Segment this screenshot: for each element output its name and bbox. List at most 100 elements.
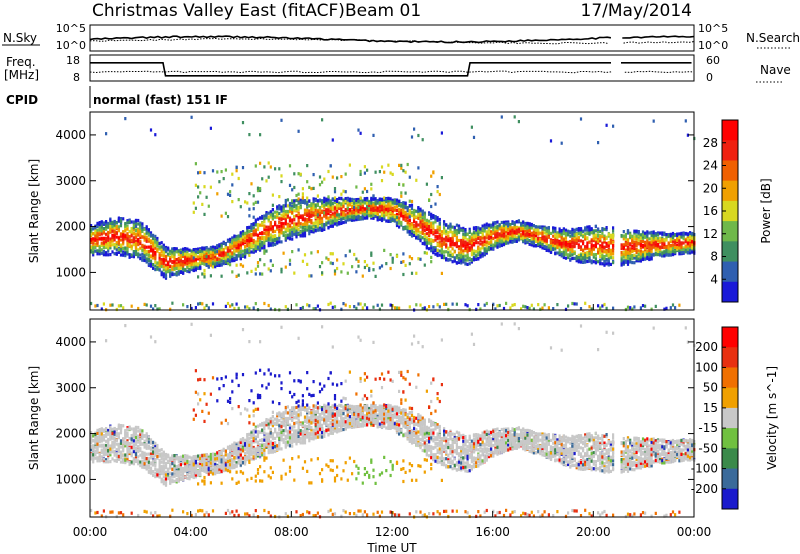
power-cell [186,265,189,270]
power-cell [567,248,570,252]
power-cell [594,233,597,237]
power-cell [556,242,559,246]
power-cell [152,243,155,247]
power-cell [490,237,493,241]
power-cell [226,258,230,262]
power-cell [505,301,508,305]
power-cell [256,217,260,221]
power-cell [224,260,227,264]
power-cell [158,255,161,259]
power-cell [389,171,392,175]
power-cell [284,204,287,208]
power-cell [102,236,105,240]
power-cell [244,231,247,236]
power-cell [149,247,153,252]
power-cell [308,214,311,218]
power-cell [389,266,392,271]
power-cell [408,305,411,309]
power-cell [579,239,583,243]
power-cell [239,238,242,242]
power-cell [323,203,326,207]
power-cell [98,223,101,227]
power-cell [346,199,349,203]
power-cell [485,243,488,247]
power-cell [211,302,215,306]
power-cell [278,221,281,225]
power-cell [423,212,426,216]
power-cell [102,250,105,254]
power-cell [143,232,146,236]
power-cell [370,208,373,212]
power-cell [149,128,153,132]
power-cell [111,303,114,307]
power-cell [348,218,351,222]
power-cell [222,258,225,262]
power-cell [201,256,204,260]
power-cell [209,248,212,252]
power-cell [224,254,227,258]
power-cell [462,252,465,256]
power-cell [487,223,491,227]
power-cell [145,303,148,307]
power-cell [126,232,129,236]
power-cell [271,225,274,229]
power-cell [380,165,384,169]
power-cell [299,198,302,202]
power-cell [455,241,458,246]
power-cell [366,306,369,310]
power-cell [402,203,405,207]
power-cell [90,246,93,250]
power-cell [363,213,366,217]
power-cell [128,218,131,222]
power-cell [601,241,604,245]
power-cell [333,305,337,309]
power-cell [94,304,97,308]
power-cell [237,198,240,202]
power-cell [295,303,298,307]
power-cell [351,198,354,202]
power-cell [209,259,212,263]
power-cell [239,246,242,250]
power-cell [389,202,392,206]
power-cell [265,216,268,220]
power-cell [254,249,257,253]
power-cell [586,250,589,255]
power-cell [201,247,204,251]
power-cell [368,214,371,218]
power-cell [500,225,503,229]
power-cell [199,249,202,253]
power-cell [584,301,587,305]
power-cell [421,230,424,235]
power-cell [132,240,135,244]
power-cell [430,260,433,264]
power-cell [340,210,343,214]
nave-tick-low: 0 [706,71,713,84]
power-cell [310,187,313,191]
power-cell [400,212,403,216]
power-cell [199,260,202,264]
power-cell [143,302,146,306]
power-cell [329,164,332,168]
power-cell [605,123,608,127]
power-cell [194,264,197,268]
power-cell [235,256,238,260]
power-cell [190,258,193,262]
power-cell [308,274,311,278]
power-cell [582,235,585,239]
power-cell [483,249,486,253]
power-cell [288,229,292,233]
power-cell [132,250,135,254]
power-cell [511,226,514,230]
power-cell [331,207,334,211]
power-cell [160,241,163,245]
power-cell [233,244,236,248]
power-cell [222,255,225,259]
power-cell [588,240,591,244]
power-cell [252,222,255,227]
power-cell [395,223,399,228]
power-cell [231,237,234,241]
power-cell [511,228,514,232]
power-cell [400,221,403,225]
power-cell [173,249,176,253]
power-cell [288,237,292,241]
